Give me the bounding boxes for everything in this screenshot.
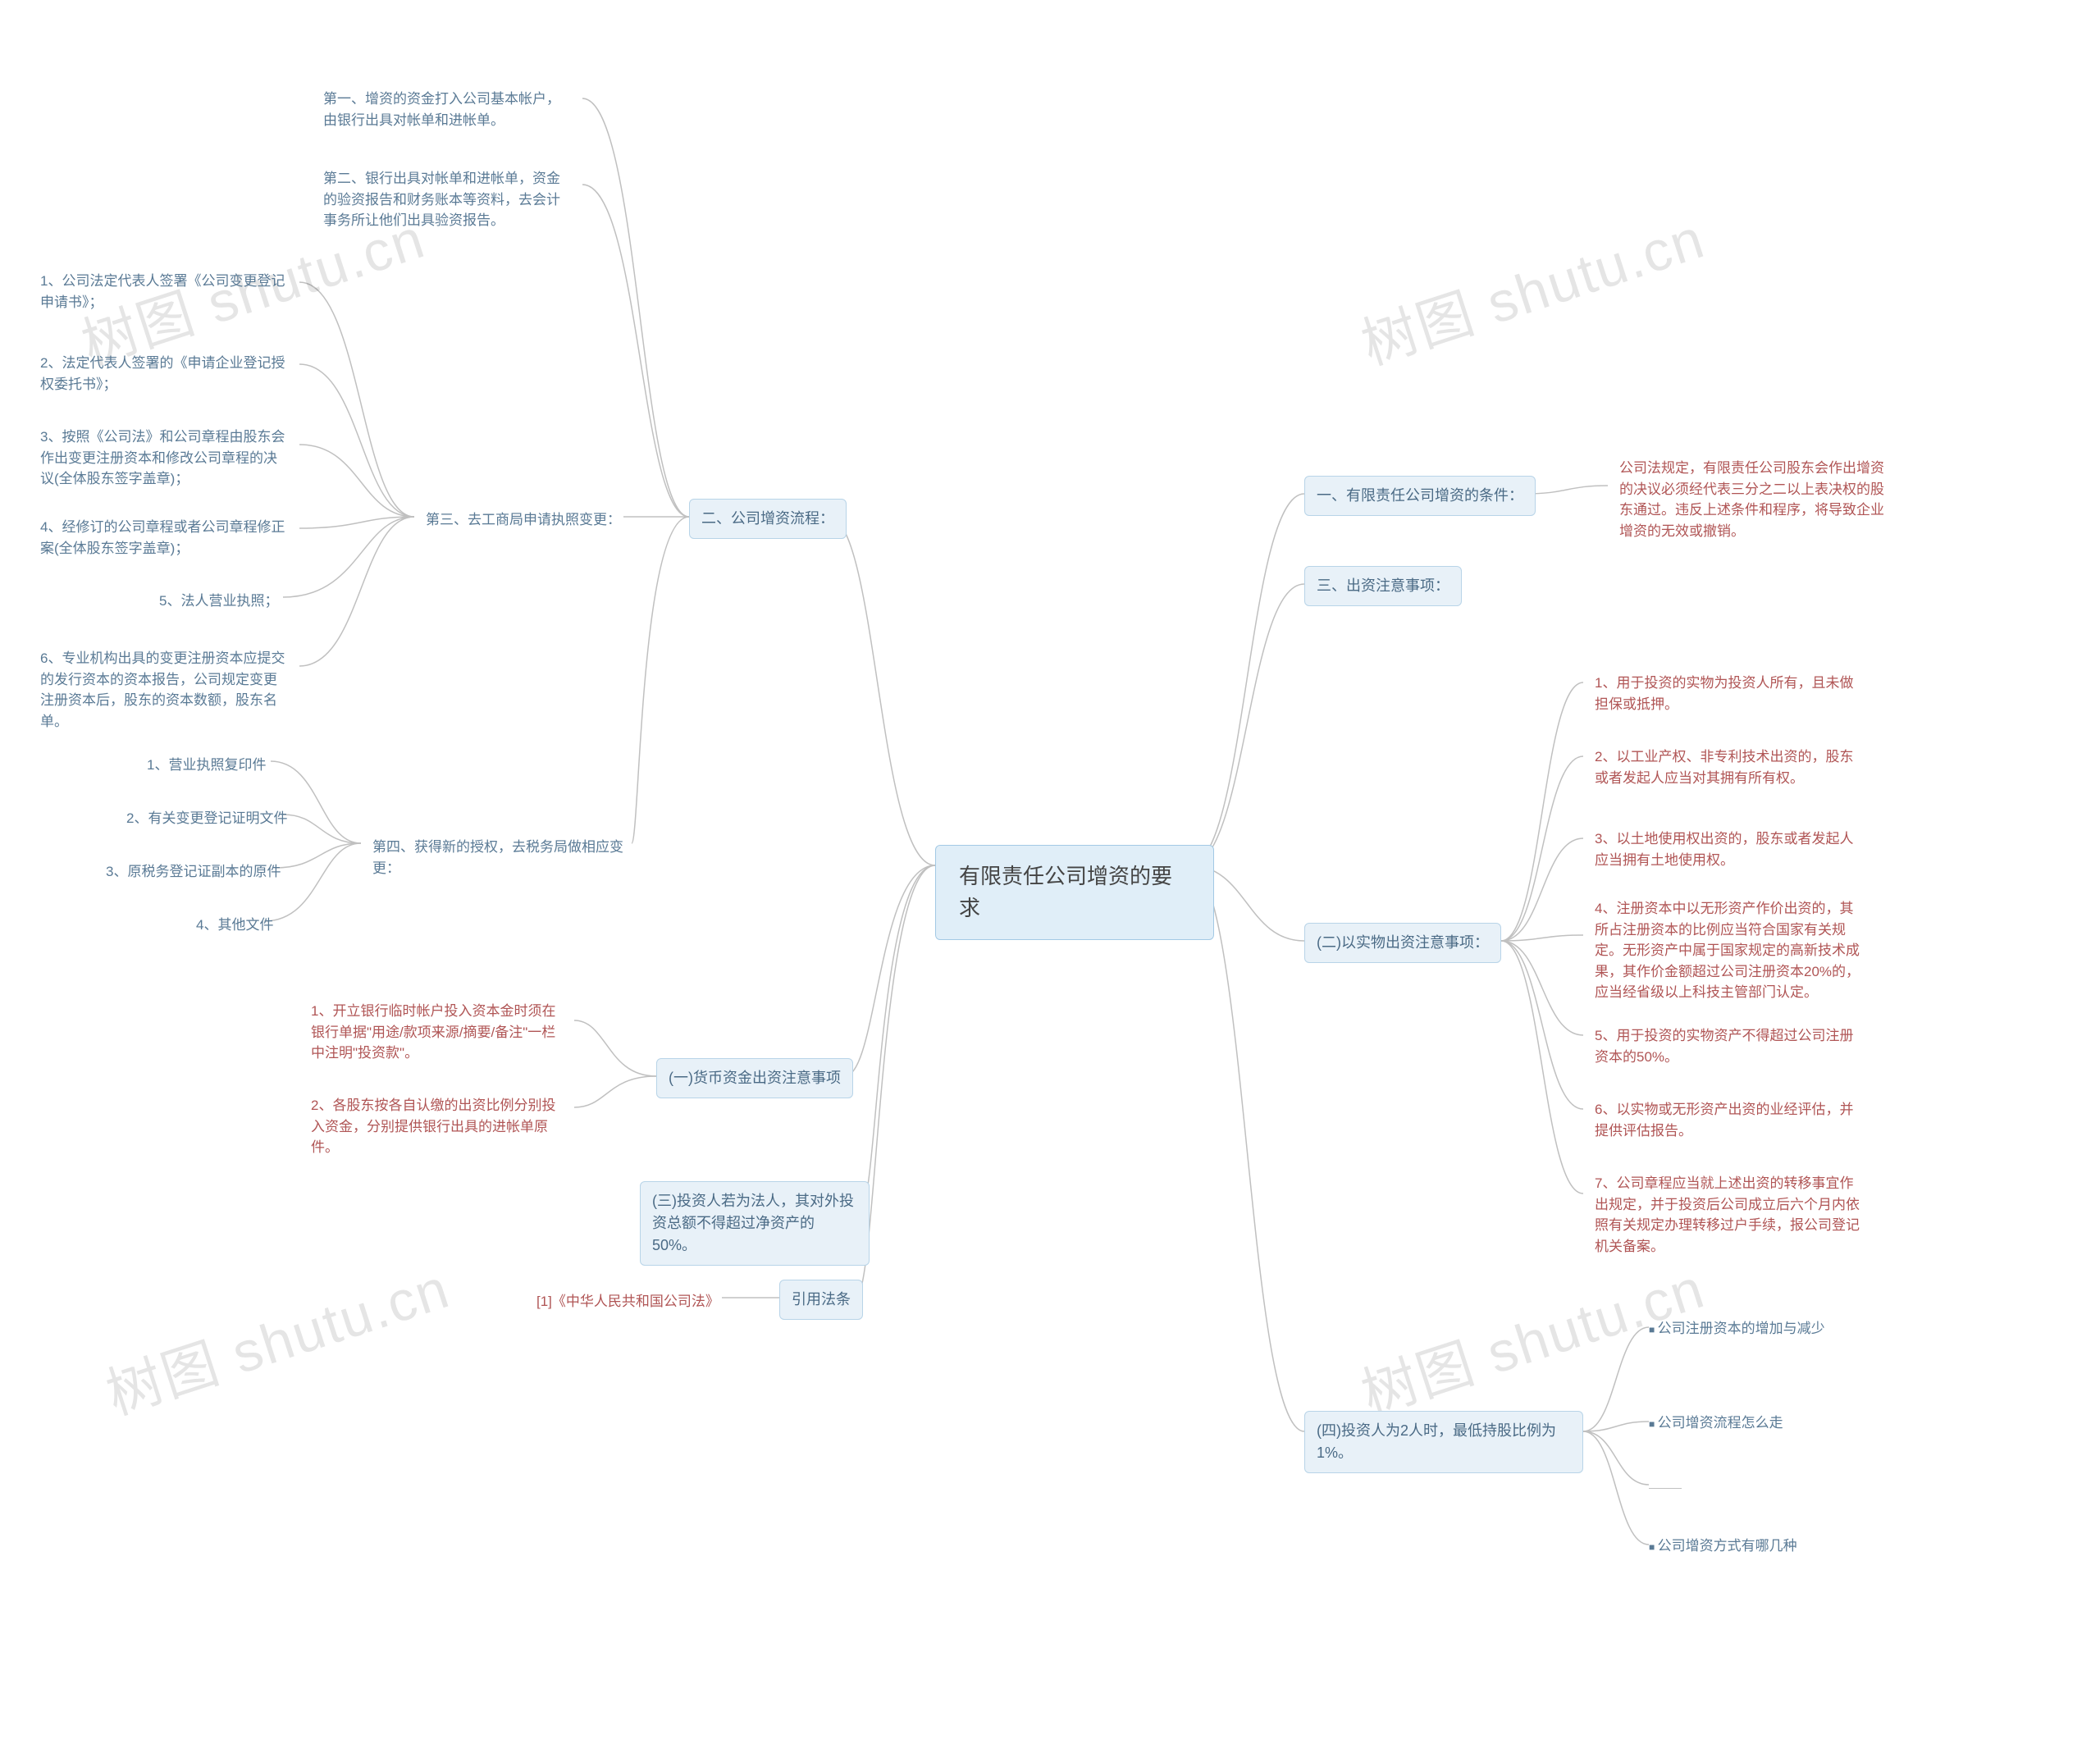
l1d-node: 第四、获得新的授权，去税务局做相应变更： (361, 828, 640, 887)
r4-node[interactable]: (四)投资人为2人时，最低持股比例为1%。 (1304, 1411, 1583, 1473)
l2a-node: 1、开立银行临时帐户投入资本金时须在银行单据"用途/款项来源/摘要/备注"一栏中… (299, 993, 578, 1072)
l1c5-node: 5、法人营业执照； (148, 582, 290, 620)
watermark-3: 树图 shutu.cn (94, 1243, 458, 1430)
l1d4-node: 4、其他文件 (185, 906, 285, 944)
l3-node[interactable]: (三)投资人若为法人，其对外投资总额不得超过净资产的50%。 (640, 1181, 870, 1266)
r4b-bullet[interactable]: 公司增资流程怎么走 (1649, 1411, 1783, 1431)
l1c-node: 第三、去工商局申请执照变更： (414, 501, 632, 539)
r3g-node: 7、公司章程应当就上述出资的转移事宜作出规定，并于投资后公司成立后六个月内依照有… (1583, 1165, 1879, 1265)
r3d-node: 4、注册资本中以无形资产作价出资的，其所占注册资本的比例应当符合国家有关规定。无… (1583, 890, 1879, 1011)
r4c-bullet (1649, 1472, 1682, 1489)
l2-node[interactable]: (一)货币资金出资注意事项 (656, 1058, 853, 1098)
r1-node[interactable]: 一、有限责任公司增资的条件： (1304, 476, 1536, 516)
r3f-node: 6、以实物或无形资产出资的业经评估，并提供评估报告。 (1583, 1091, 1879, 1149)
watermark-2: 树图 shutu.cn (1349, 193, 1713, 380)
l1a-node: 第一、增资的资金打入公司基本帐户，由银行出具对帐单和进帐单。 (312, 80, 582, 139)
l1b-node: 第二、银行出具对帐单和进帐单，资金的验资报告和财务账本等资料，去会计事务所让他们… (312, 160, 582, 240)
l1c4-node: 4、经修订的公司章程或者公司章程修正案(全体股东签字盖章)； (29, 509, 299, 567)
l1c6-node: 6、专业机构出具的变更注册资本应提交的发行资本的资本报告，公司规定变更注册资本后… (29, 640, 299, 740)
r4d-bullet[interactable]: 公司增资方式有哪几种 (1649, 1534, 1797, 1554)
l1c3-node: 3、按照《公司法》和公司章程由股东会作出变更注册资本和修改公司章程的决议(全体股… (29, 418, 299, 498)
r3b-node: 2、以工业产权、非专利技术出资的，股东或者发起人应当对其拥有所有权。 (1583, 738, 1879, 796)
r2-node[interactable]: 三、出资注意事项： (1304, 566, 1462, 606)
l1d3-node: 3、原税务登记证副本的原件 (94, 853, 292, 891)
center-node[interactable]: 有限责任公司增资的要求 (935, 845, 1214, 940)
r3-node[interactable]: (二)以实物出资注意事项： (1304, 923, 1501, 963)
r1a-node: 公司法规定，有限责任公司股东会作出增资的决议必须经代表三分之二以上表决权的股东通… (1608, 450, 1903, 550)
l1c1-node: 1、公司法定代表人签署《公司变更登记申请书》； (29, 262, 299, 321)
l2b-node: 2、各股东按各自认缴的出资比例分别投入资金，分别提供银行出具的进帐单原件。 (299, 1087, 578, 1166)
l1d1-node: 1、营业执照复印件 (135, 746, 277, 784)
l4-node[interactable]: 引用法条 (779, 1280, 863, 1320)
l4a-node: [1]《中华人民共和国公司法》 (525, 1283, 731, 1321)
r4a-bullet[interactable]: 公司注册资本的增加与减少 (1649, 1317, 1825, 1337)
l1-node[interactable]: 二、公司增资流程： (689, 499, 847, 539)
r3c-node: 3、以土地使用权出资的，股东或者发起人应当拥有土地使用权。 (1583, 820, 1879, 879)
r3e-node: 5、用于投资的实物资产不得超过公司注册资本的50%。 (1583, 1017, 1879, 1075)
l1c2-node: 2、法定代表人签署的《申请企业登记授权委托书》； (29, 345, 299, 403)
r3a-node: 1、用于投资的实物为投资人所有，且未做担保或抵押。 (1583, 664, 1879, 723)
l1d2-node: 2、有关变更登记证明文件 (115, 800, 299, 837)
